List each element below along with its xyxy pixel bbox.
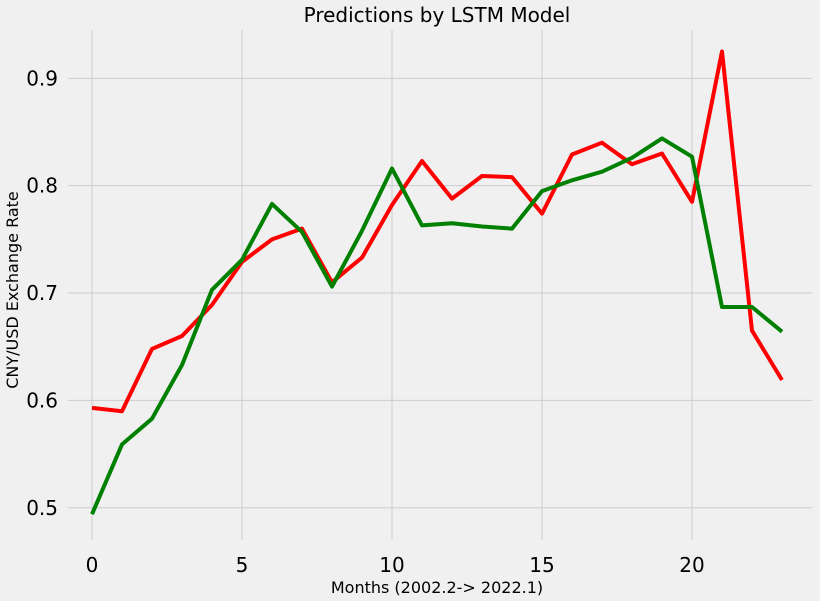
y-tick-label: 0.5 — [26, 496, 58, 520]
y-tick-label: 0.8 — [26, 174, 58, 198]
y-tick-label: 0.6 — [26, 388, 58, 412]
y-tick-labels: 0.5 0.6 0.7 0.8 0.9 — [26, 66, 58, 519]
x-tick-label: 20 — [679, 553, 704, 577]
y-axis-label: CNY/USD Exchange Rate — [3, 191, 22, 389]
x-tick-label: 10 — [379, 553, 404, 577]
x-tick-label: 0 — [86, 553, 99, 577]
x-tick-label: 5 — [236, 553, 249, 577]
series-line-2 — [90, 136, 784, 515]
y-tick-label: 0.7 — [26, 281, 58, 305]
y-tick-label: 0.9 — [26, 66, 58, 90]
series-lines — [90, 49, 784, 515]
chart-title: Predictions by LSTM Model — [304, 3, 571, 27]
x-axis-label: Months (2002.2-> 2022.1) — [331, 578, 543, 597]
x-tick-labels: 0 5 10 15 20 — [86, 553, 705, 577]
series-line-1 — [91, 49, 784, 414]
x-tick-label: 15 — [529, 553, 554, 577]
